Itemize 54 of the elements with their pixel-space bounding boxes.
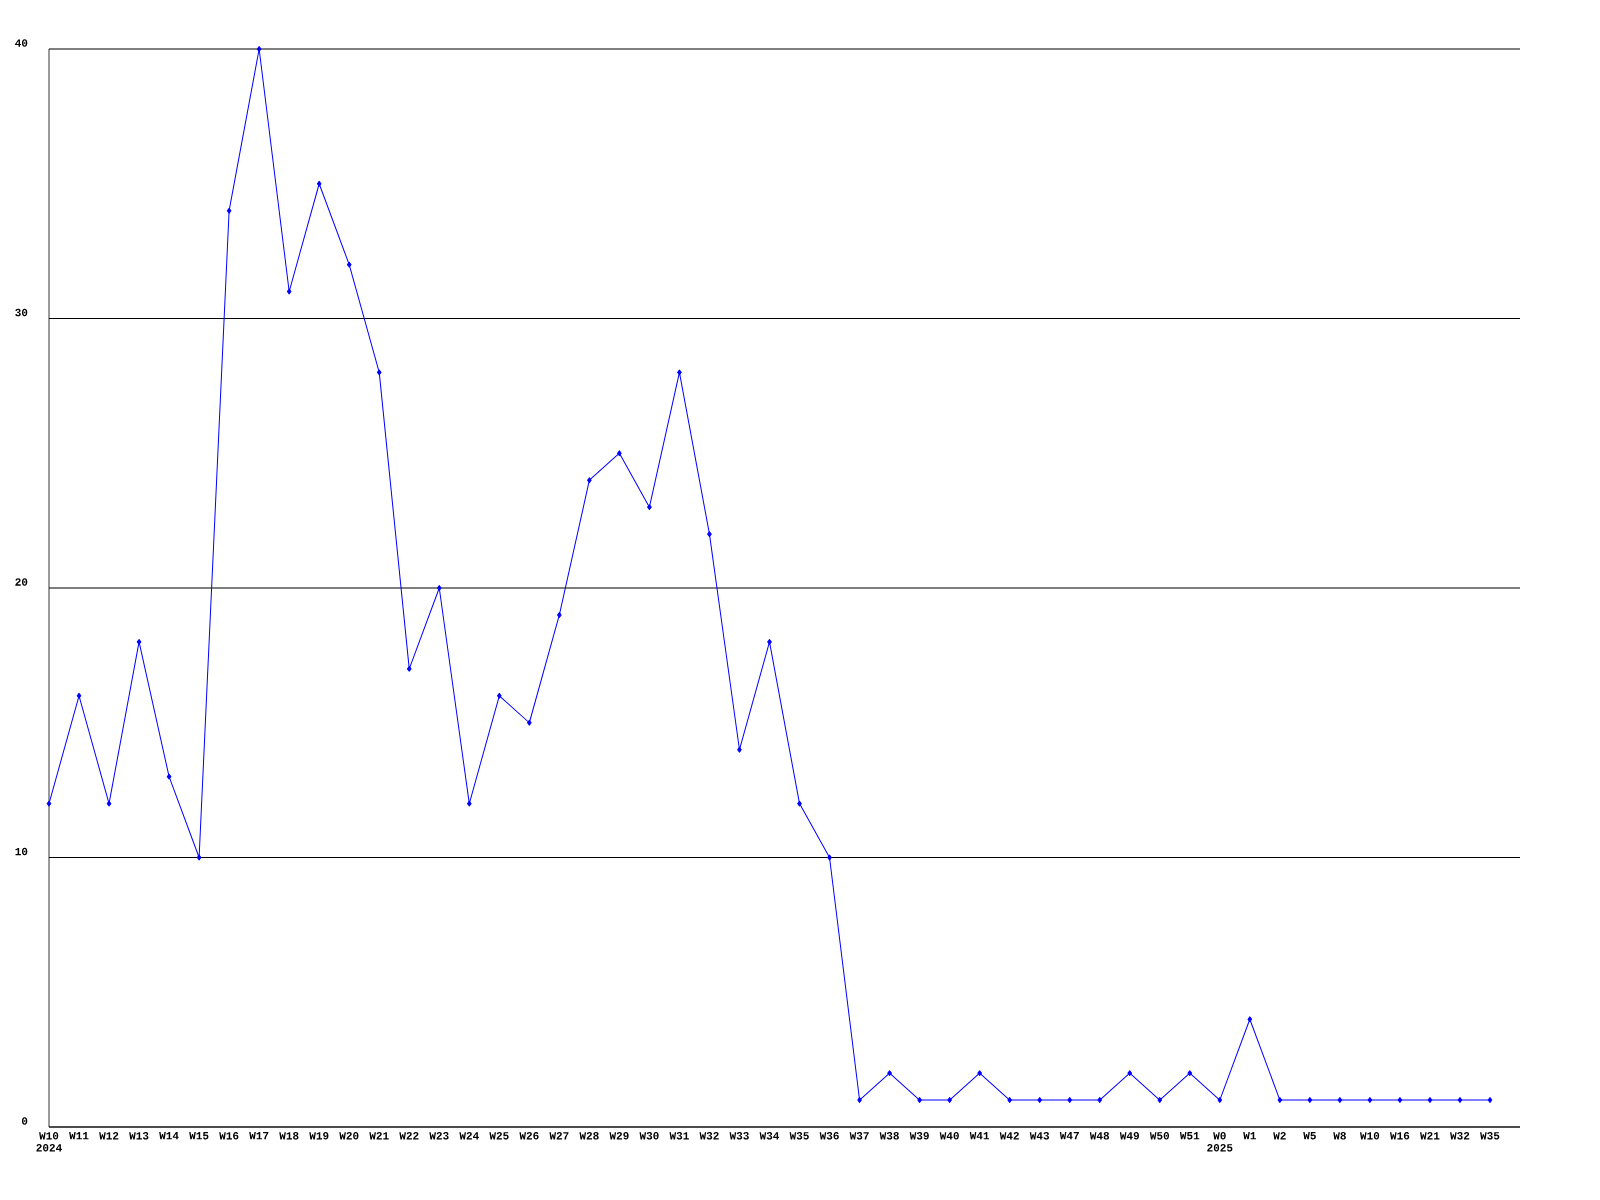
y-tick-label: 20 — [15, 578, 28, 586]
x-tick-label: W36 — [819, 1132, 839, 1140]
x-tick-label: W38 — [879, 1132, 899, 1140]
x-tick-label: W21 — [369, 1132, 389, 1140]
x-tick-label: W1 — [1243, 1132, 1256, 1140]
x-tick-label: W22 — [399, 1132, 419, 1140]
x-tick-label: W26 — [519, 1132, 539, 1140]
x-tick-label: W17 — [249, 1132, 269, 1140]
x-tick-label: W48 — [1089, 1132, 1110, 1140]
x-tick-label: W51 — [1179, 1132, 1200, 1140]
x-tick-label: W20 — [339, 1132, 359, 1140]
x-tick-label: W10 — [1360, 1132, 1380, 1140]
x-tick-label: W27 — [549, 1132, 569, 1140]
x-tick-label: W16 — [219, 1132, 239, 1140]
x-tick-label: W49 — [1119, 1132, 1139, 1140]
x-tick-label: W41 — [969, 1132, 990, 1140]
x-tick-label: W37 — [849, 1132, 869, 1140]
x-tick-label: W42 — [999, 1132, 1019, 1140]
x-tick-label: W23 — [429, 1132, 449, 1140]
x-tick-label: W8 — [1333, 1132, 1346, 1140]
x-tick-label: W31 — [669, 1132, 689, 1140]
x-tick-label: W32 — [699, 1132, 719, 1140]
x-tick-label: W12 — [99, 1132, 119, 1140]
y-tick-label: 40 — [15, 39, 28, 47]
x-tick-label: W47 — [1059, 1132, 1079, 1140]
x-tick-label: W34 — [759, 1132, 780, 1140]
x-tick-label: W29 — [609, 1132, 629, 1140]
x-tick-label: W24 — [459, 1132, 479, 1140]
x-tick-label: W39 — [909, 1132, 929, 1140]
x-tick-label: W10 2024 — [36, 1132, 62, 1152]
x-tick-label: W35 — [789, 1132, 809, 1140]
x-tick-label: W32 — [1450, 1132, 1470, 1140]
y-tick-label: 0 — [21, 1117, 28, 1125]
x-tick-label: W50 — [1149, 1132, 1170, 1140]
x-tick-label: W21 — [1420, 1132, 1440, 1140]
x-tick-label: W16 — [1390, 1132, 1410, 1140]
x-tick-label: W35 — [1480, 1132, 1500, 1140]
x-tick-label: W28 — [579, 1132, 599, 1140]
y-tick-label: 30 — [15, 308, 28, 317]
x-tick-label: W2 — [1273, 1132, 1286, 1140]
x-tick-label: W5 — [1303, 1132, 1316, 1140]
x-tick-label: W30 — [639, 1132, 659, 1140]
x-tick-label: W25 — [489, 1132, 509, 1140]
x-tick-label: W14 — [159, 1132, 179, 1140]
x-tick-label: W13 — [129, 1132, 149, 1140]
x-tick-label: W43 — [1029, 1132, 1050, 1140]
x-tick-label: W15 — [189, 1132, 209, 1140]
x-tick-label: W18 — [279, 1132, 299, 1140]
x-tick-label: W40 — [939, 1132, 959, 1140]
x-tick-label: W11 — [69, 1132, 89, 1140]
x-tick-label: W19 — [309, 1132, 329, 1140]
y-tick-label: 10 — [15, 847, 28, 856]
x-tick-label: W33 — [729, 1132, 749, 1140]
x-tick-label: W0 2025 — [1207, 1132, 1233, 1152]
